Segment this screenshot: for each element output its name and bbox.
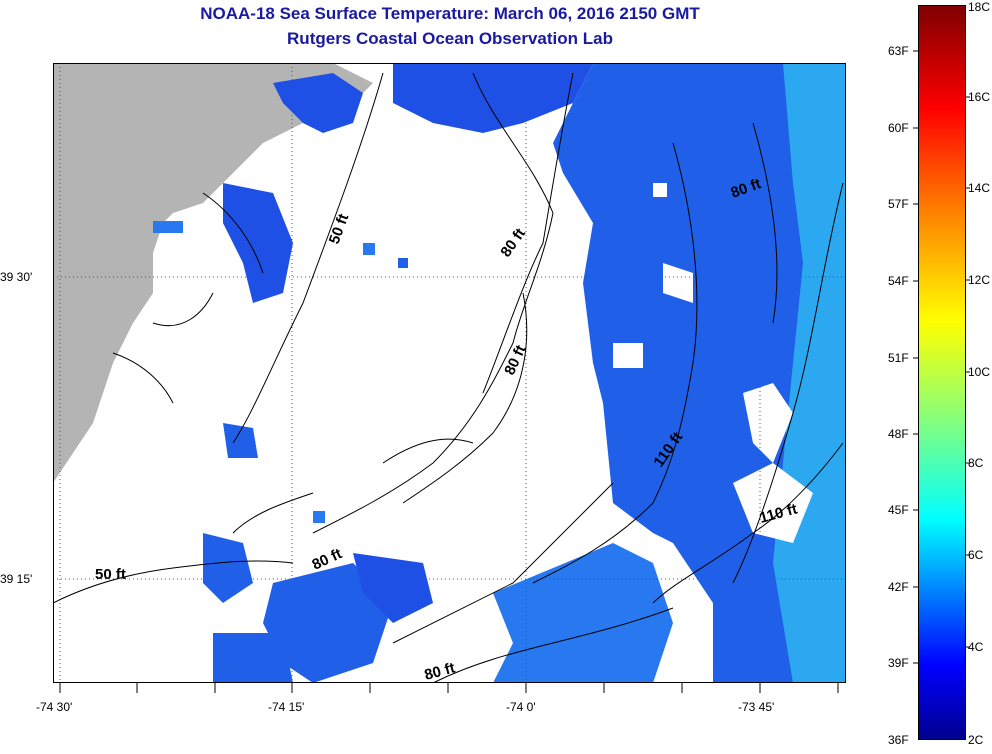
colorbar-f-label: 60F — [888, 121, 909, 135]
lat-label: 39 15' — [0, 572, 33, 586]
colorbar-c-label: 12C — [968, 273, 991, 287]
sst-map: 50 ft 80 ft 80 ft 80 ft 80 ft 110 ft 110… — [43, 63, 856, 684]
lon-label: -74 0' — [506, 700, 536, 714]
colorbar-c-label: 10C — [968, 365, 991, 379]
map-title: NOAA-18 Sea Surface Temperature: March 0… — [200, 4, 700, 23]
temperature-colorbar — [918, 5, 966, 740]
lon-label: -74 15' — [268, 700, 305, 714]
colorbar-f-label: 63F — [888, 44, 909, 58]
colorbar-c-label: 14C — [968, 181, 991, 195]
colorbar-f-label: 42F — [888, 580, 909, 594]
colorbar-f-label: 51F — [888, 351, 909, 365]
colorbar-c-label: 2C — [968, 733, 984, 747]
contour-label: 50 ft — [95, 566, 126, 583]
colorbar-ticks — [913, 50, 970, 664]
colorbar-c-label: 18C — [968, 0, 991, 14]
grid-lines — [53, 63, 846, 683]
colorbar-c-label: 4C — [968, 640, 984, 654]
colorbar-f-label: 39F — [888, 656, 909, 670]
data-gaps — [613, 183, 813, 543]
lat-label: 39 30' — [0, 270, 33, 284]
map-border — [53, 63, 846, 683]
lon-label: -74 30' — [36, 700, 73, 714]
bathymetry-contours — [52, 72, 844, 684]
colorbar-c-label: 8C — [968, 456, 984, 470]
colorbar-c-label: 6C — [968, 548, 984, 562]
colorbar-f-label: 48F — [888, 427, 909, 441]
x-axis-ticks — [59, 683, 839, 693]
colorbar-f-label: 57F — [888, 197, 909, 211]
lon-label: -73 45' — [738, 700, 775, 714]
colorbar-c-label: 16C — [968, 90, 991, 104]
map-subtitle: Rutgers Coastal Ocean Observation Lab — [287, 29, 613, 48]
colorbar-f-label: 36F — [888, 733, 909, 747]
land-mass — [53, 63, 373, 483]
colorbar-f-label: 45F — [888, 503, 909, 517]
colorbar-f-label: 54F — [888, 274, 909, 288]
